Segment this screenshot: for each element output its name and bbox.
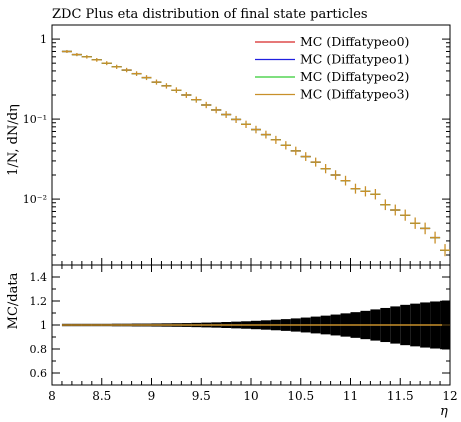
- y-axis-label-ratio: MC/data: [6, 272, 21, 329]
- x-tick-label: 11.5: [387, 389, 414, 403]
- chart-title: ZDC Plus eta distribution of final state…: [52, 7, 368, 22]
- y-tick-label-ratio: 1.4: [30, 271, 48, 284]
- y-tick-labels-ratio: 1.4 1.2 1 0.8 0.6: [30, 271, 48, 380]
- legend-label: MC (Diffatypeo3): [300, 87, 409, 102]
- axes-ticks-layer: [51, 38, 451, 386]
- x-tick-label: 12: [442, 389, 457, 403]
- x-tick-label: 8.5: [92, 389, 111, 403]
- x-axis-label: η: [440, 404, 448, 419]
- x-tick-label: 9: [148, 389, 156, 403]
- y-tick-label-ratio: 1: [40, 319, 47, 332]
- x-tick-label: 11: [343, 389, 358, 403]
- y-tick-labels-main: 1 10⁻¹ 10⁻²: [23, 33, 47, 206]
- legend-label: MC (Diffatypeo1): [300, 52, 409, 67]
- x-tick-label: 9.5: [192, 389, 211, 403]
- y-tick-label-ratio: 1.2: [30, 295, 48, 308]
- x-tick-labels: 8 8.5 9 9.5 10 10.5 11 11.5 12: [48, 389, 457, 403]
- legend: MC (Diffatypeo0) MC (Diffatypeo1) MC (Diff…: [255, 34, 409, 102]
- y-tick-label-main: 10⁻¹: [23, 113, 47, 126]
- y-tick-label-ratio: 0.8: [30, 343, 48, 356]
- x-tick-label: 10: [243, 389, 258, 403]
- data-series-layer: [61, 49, 450, 257]
- legend-label: MC (Diffatypeo0): [300, 34, 409, 49]
- x-tick-label: 8: [48, 389, 56, 403]
- y-axis-label-main: 1/N, dN/dη: [6, 104, 21, 176]
- y-tick-label-main: 1: [40, 33, 47, 46]
- y-tick-label-ratio: 0.6: [30, 367, 48, 380]
- legend-label: MC (Diffatypeo2): [300, 69, 409, 84]
- y-tick-label-main: 10⁻²: [23, 193, 47, 206]
- x-tick-label: 10.5: [287, 389, 314, 403]
